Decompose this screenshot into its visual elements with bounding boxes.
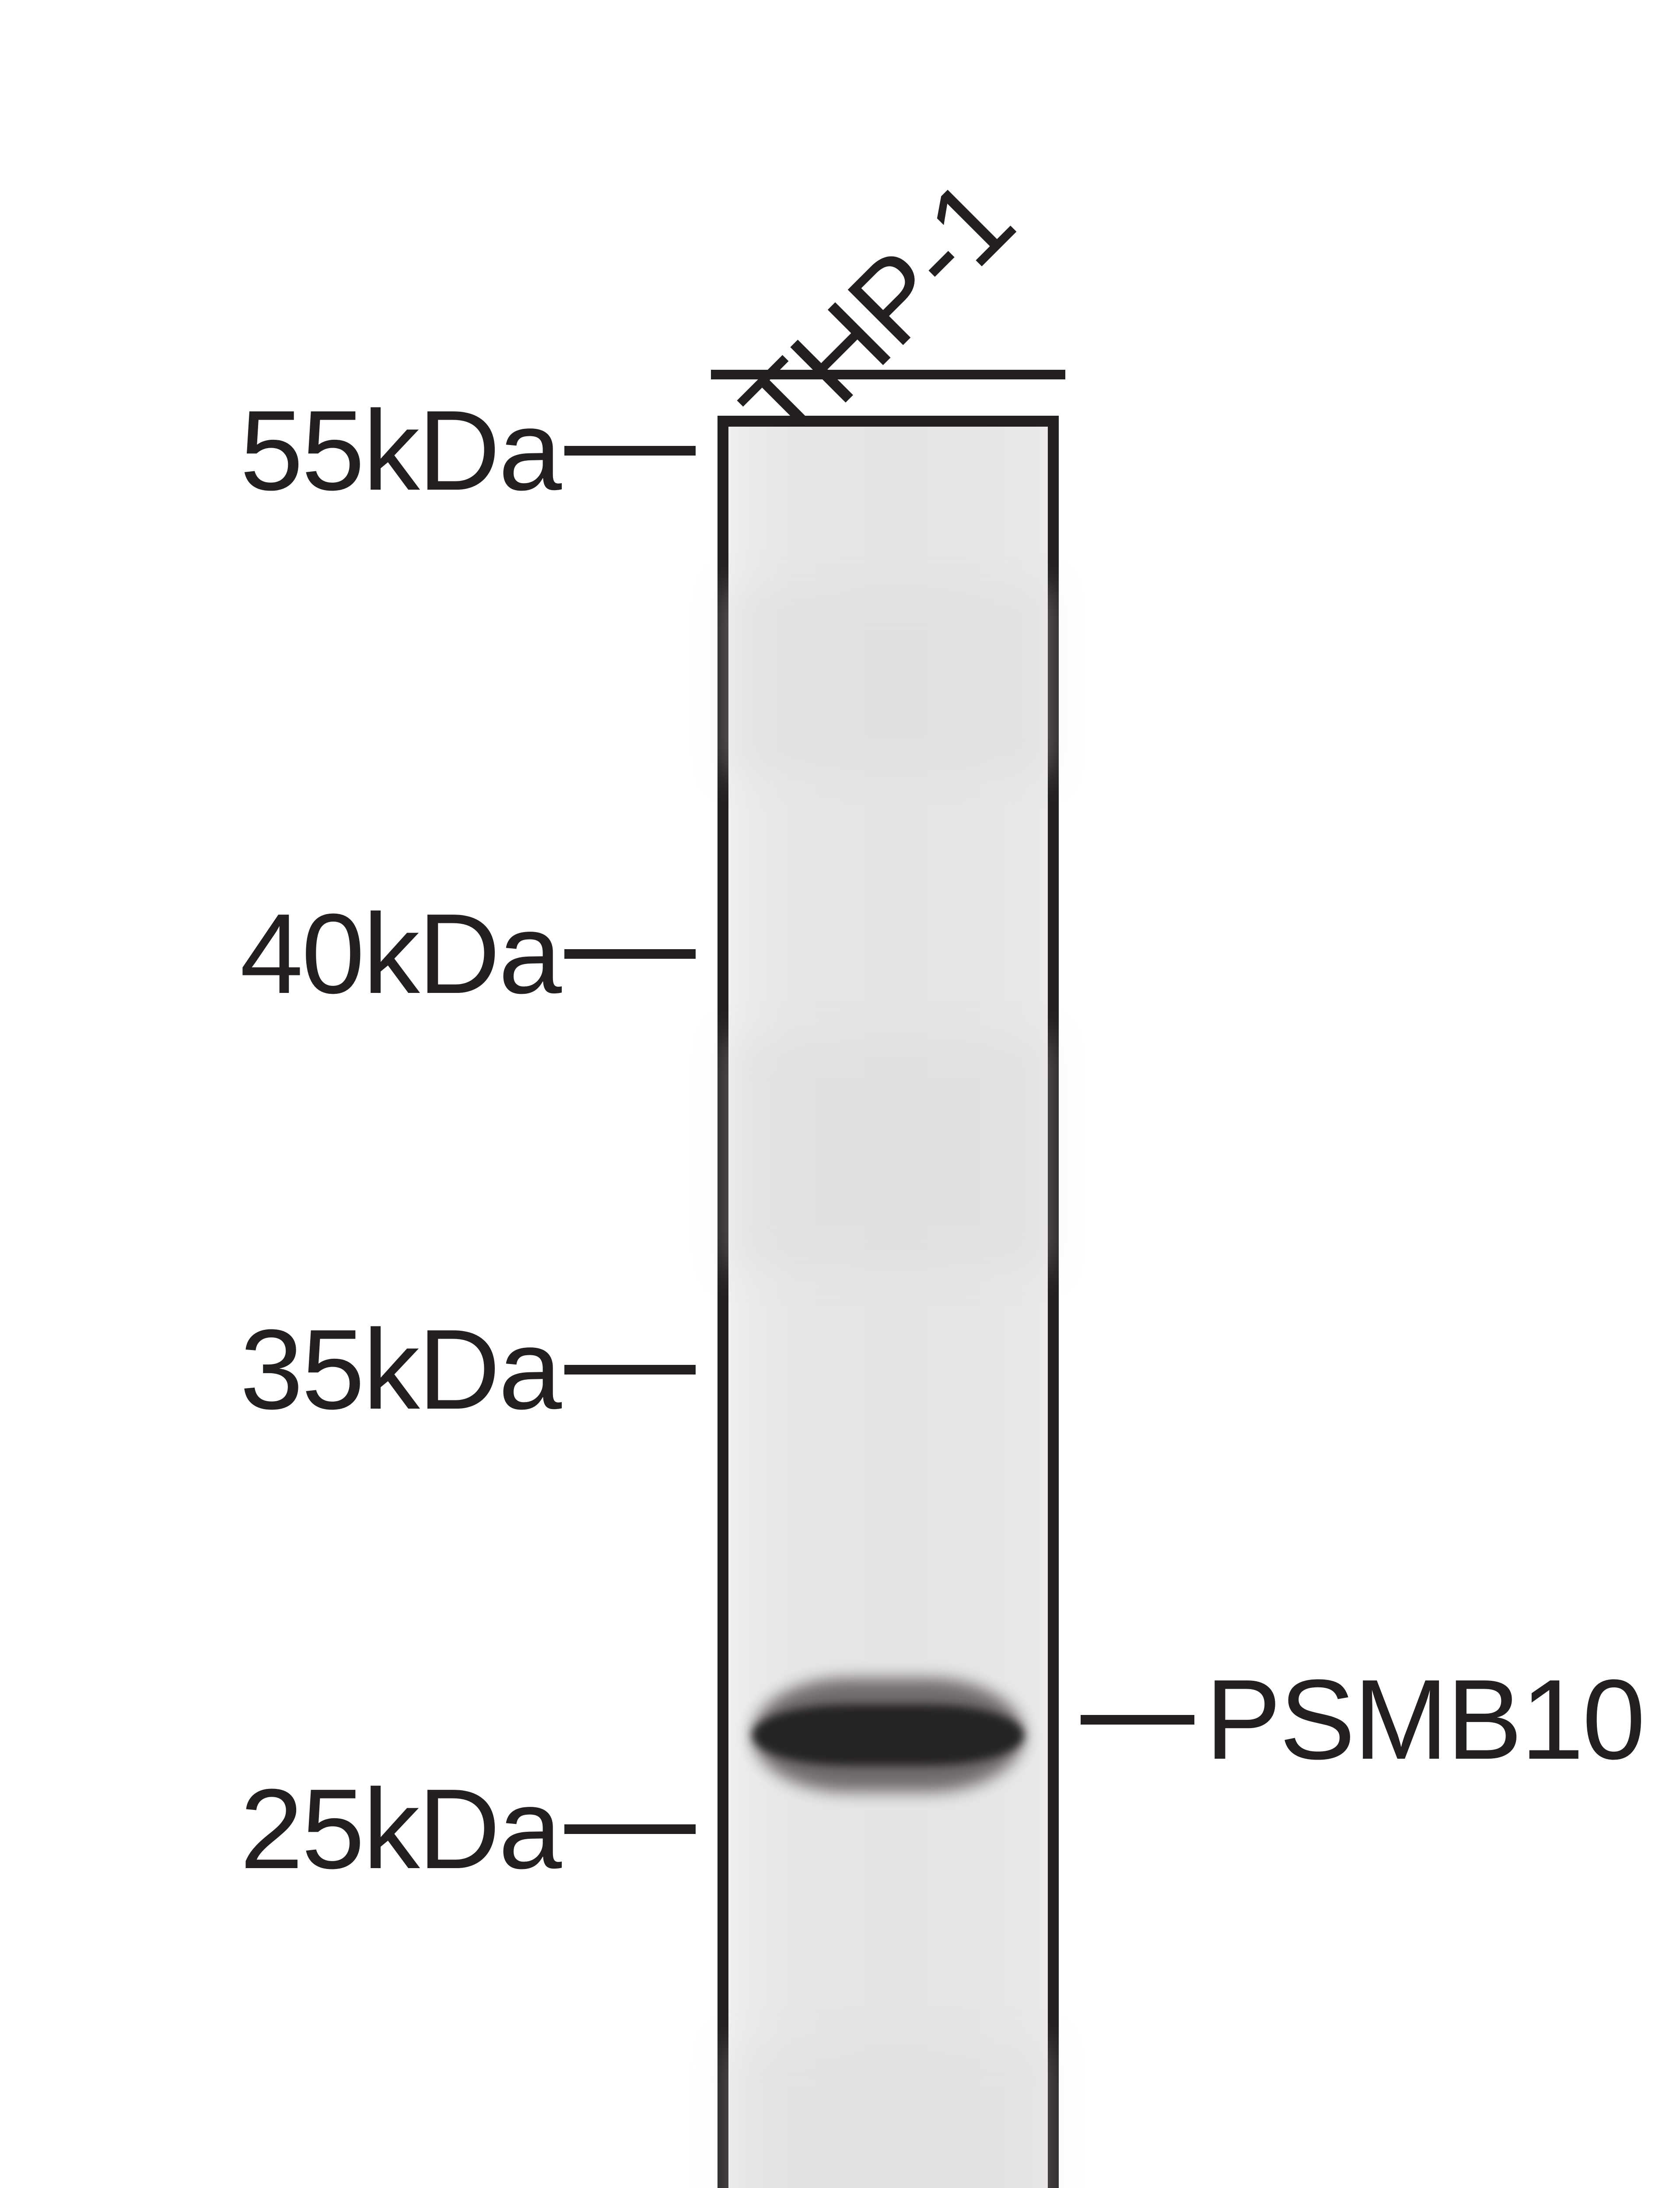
mw-marker-25kda: 25kDa <box>240 1772 696 1886</box>
blot-lane <box>718 416 1059 2188</box>
mw-marker-label: 40kDa <box>240 889 560 1020</box>
psmb10-band-core <box>752 1704 1024 1766</box>
mw-marker-label: 55kDa <box>240 386 560 516</box>
mw-marker-tick <box>564 949 696 959</box>
mw-marker-label: 35kDa <box>240 1304 560 1435</box>
band-label-tick <box>1081 1715 1194 1725</box>
band-label-text: PSMB10 <box>1205 1655 1644 1785</box>
blot-smudge <box>728 2046 1048 2188</box>
blot-smudge <box>728 1039 1048 1267</box>
mw-marker-40kda: 40kDa <box>240 897 696 1011</box>
mw-marker-35kda: 35kDa <box>240 1313 696 1427</box>
mw-marker-label: 25kDa <box>240 1764 560 1895</box>
mw-marker-tick <box>564 446 696 456</box>
mw-marker-tick <box>564 1824 696 1834</box>
mw-marker-55kda: 55kDa <box>240 394 696 508</box>
blot-smudge <box>728 589 1048 772</box>
band-label-psmb10: PSMB10 <box>1081 1663 1644 1777</box>
lane-underline <box>711 370 1065 379</box>
western-blot-figure: THP-1 55kDa 40kDa 35kDa 25kDa 15kDa PSMB… <box>0 0 1680 2188</box>
mw-marker-tick <box>564 1365 696 1375</box>
